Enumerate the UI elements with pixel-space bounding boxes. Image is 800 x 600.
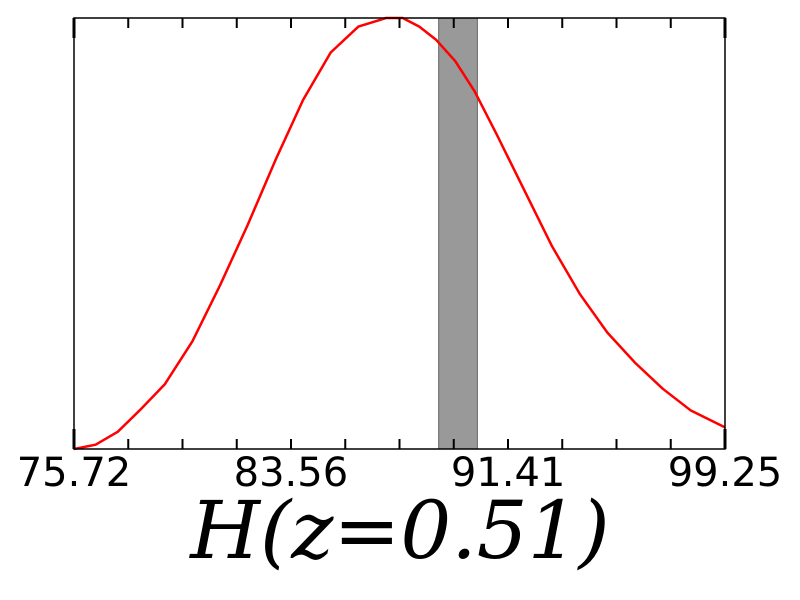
x-axis-title: H(z=0.51) [188,484,610,577]
x-tick-label: 83.56 [234,450,349,496]
ticks-layer [72,18,727,449]
measurement-band [438,17,478,450]
x-tick-label: 99.25 [668,450,783,496]
ticklabel-layer: 75.72 83.56 91.41 99.25 [17,450,783,496]
series-line-0 [73,16,726,451]
band-layer [438,17,478,450]
x-tick-label: 91.41 [451,450,566,496]
x-tick-label: 75.72 [17,450,132,496]
curve-layer [73,16,726,451]
plot-frame [73,17,726,450]
